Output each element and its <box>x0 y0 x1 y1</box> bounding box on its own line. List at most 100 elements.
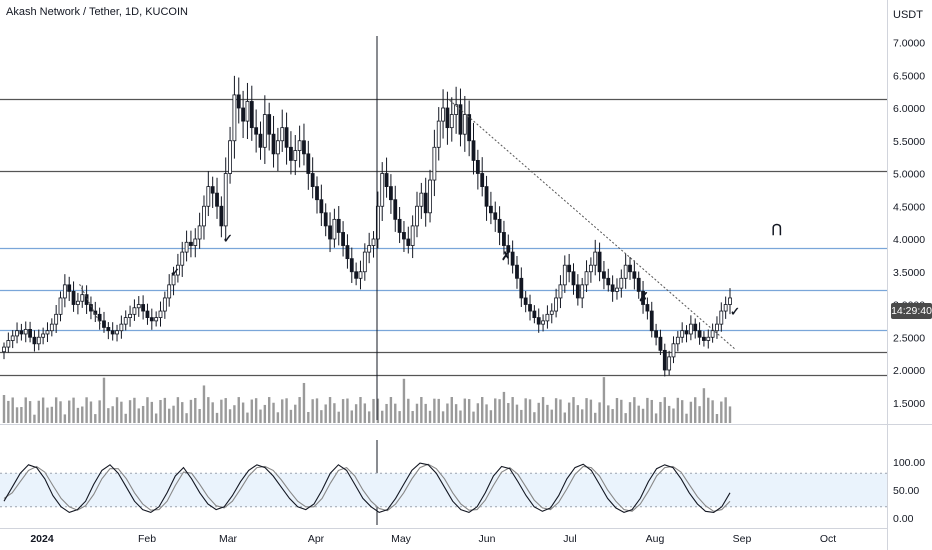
candle-body <box>536 317 541 325</box>
stoch-k-line <box>3 462 731 514</box>
candle-body <box>215 192 219 207</box>
volume-bar <box>237 397 240 423</box>
x-tick-label: Aug <box>646 533 665 545</box>
candle-body <box>154 317 159 322</box>
candle-body <box>210 186 215 194</box>
x-tick-label: May <box>391 533 412 545</box>
volume-bar <box>154 413 158 423</box>
volume-bar <box>11 397 14 423</box>
candle-body <box>149 317 154 322</box>
candle-body <box>32 336 37 345</box>
candle-body <box>415 205 419 227</box>
candle-body <box>54 313 59 325</box>
volume-bar <box>433 398 436 423</box>
volume-bar <box>172 405 175 423</box>
volume-bar <box>189 399 193 423</box>
volume-bar <box>689 401 693 423</box>
volume-bar <box>667 405 671 423</box>
volume-bar <box>420 397 423 423</box>
volume-bar <box>198 408 201 423</box>
candle-body <box>249 101 254 129</box>
candle-body <box>102 320 106 328</box>
volume-bar <box>324 404 327 423</box>
volume-bar <box>707 397 710 423</box>
marker-glyph: ✓ <box>730 305 740 319</box>
volume-bar <box>415 403 419 423</box>
volume-bar <box>359 397 362 423</box>
volume-bar <box>402 378 406 423</box>
candle-body <box>471 140 476 161</box>
candle-body <box>67 284 72 292</box>
volume-bar <box>546 404 549 423</box>
volume-bar <box>381 410 384 423</box>
volume-bar <box>481 397 484 423</box>
volume-bar <box>589 399 593 423</box>
stoch-d-line <box>3 463 731 512</box>
candle-body <box>236 94 241 109</box>
volume-bar <box>511 397 514 423</box>
candle-body <box>223 173 228 227</box>
volume-bar <box>289 409 293 423</box>
volume-bar <box>241 402 245 423</box>
volume-bar <box>315 398 319 423</box>
candle-body <box>432 146 437 181</box>
y-tick-label: 4.5000 <box>893 201 925 213</box>
volume-bar <box>146 397 149 423</box>
volume-bar <box>115 397 119 423</box>
candle-body <box>423 192 428 214</box>
candle-body <box>706 336 711 341</box>
volume-bar <box>407 398 410 423</box>
candle-body <box>502 232 506 246</box>
candle-body <box>623 264 628 279</box>
volume-bar <box>507 403 510 423</box>
volume-bar <box>441 411 445 423</box>
candle-body <box>10 335 15 341</box>
volume-bar <box>281 399 284 423</box>
volume-bar <box>498 399 501 423</box>
volume-bar <box>598 402 601 423</box>
volume-bar <box>715 414 719 423</box>
volume-bar <box>476 403 480 423</box>
candle-body <box>515 264 519 279</box>
volume-bar <box>720 401 723 423</box>
candle-body <box>597 251 602 273</box>
volume-bar <box>467 399 471 423</box>
osc-tick-label: 100.00 <box>893 457 925 469</box>
volume-bar <box>2 395 6 423</box>
candle-body <box>562 264 567 286</box>
volume-bar <box>259 409 262 423</box>
candle-body <box>354 271 359 279</box>
volume-bar <box>698 406 701 423</box>
candle-body <box>684 330 689 335</box>
x-tick-label: Jun <box>479 533 496 545</box>
x-tick-label: Apr <box>308 533 325 545</box>
volume-bar <box>267 397 271 423</box>
volume-bar <box>28 401 32 423</box>
volume-bar <box>194 397 197 423</box>
candle-body <box>380 173 385 207</box>
volume-bar <box>24 397 27 423</box>
candle-body <box>667 356 672 371</box>
candle-body <box>632 271 637 279</box>
candle-body <box>384 173 389 188</box>
volume-bar <box>328 397 332 423</box>
horizontal-levels <box>0 98 887 377</box>
volume-bar <box>624 413 627 423</box>
volume-bar <box>137 408 140 423</box>
y-tick-label: 1.5000 <box>893 398 925 410</box>
marker-glyph: ✓ <box>223 231 233 245</box>
volume-bar <box>298 397 301 423</box>
volume-bar <box>437 398 440 423</box>
candle-body <box>593 251 598 266</box>
candle-body <box>232 94 237 142</box>
candle-body <box>289 146 293 161</box>
candle-body <box>575 284 580 299</box>
x-tick-label: Oct <box>820 533 836 545</box>
x-tick-label: Mar <box>219 533 238 545</box>
candle-body <box>254 127 259 135</box>
volume-bar <box>50 406 54 423</box>
volume-bar <box>294 404 297 423</box>
volume-bar <box>620 399 623 423</box>
marker-glyph: ✗ <box>501 249 511 263</box>
